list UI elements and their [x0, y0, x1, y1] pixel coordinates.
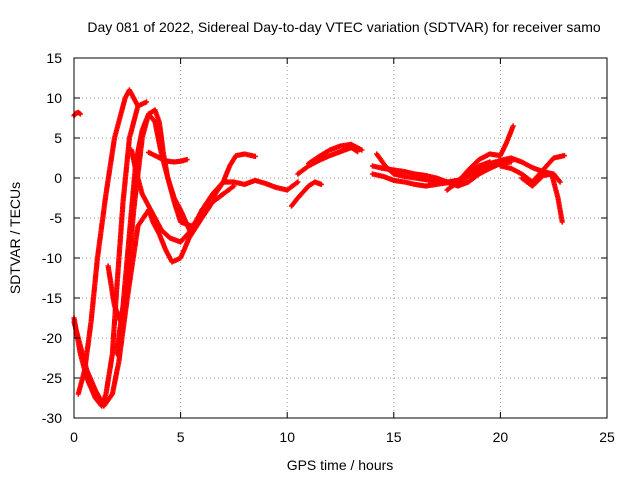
y-tick-label: -30: [42, 410, 62, 426]
data-point: [359, 147, 365, 153]
data-point: [252, 153, 258, 159]
series-pass-late-7: [519, 171, 565, 225]
series-pass-rise-1: [75, 87, 141, 397]
grid-lines: [74, 58, 607, 418]
y-tick-label: -10: [42, 250, 62, 266]
y-tick-label: -20: [42, 330, 62, 346]
axis-ticks: 0 5 10 15 20 25 -30 -25 -20 -15 -10 -5 0 5 10 15: [42, 50, 615, 445]
series-pass-rise-3: [114, 111, 237, 357]
y-tick-label: 10: [46, 90, 62, 106]
y-axis-title: SDTVAR / TECUs: [7, 182, 23, 294]
y-tick-label: -15: [42, 290, 62, 306]
series-pass-mid-5: [305, 141, 365, 167]
y-tick-label: 5: [54, 130, 62, 146]
x-tick-label: 5: [177, 429, 185, 445]
data-point: [510, 123, 516, 129]
data-point: [318, 181, 324, 187]
series-pass-plateau-1: [146, 149, 190, 165]
series-pass-mid-3: [288, 179, 324, 209]
series-pass-late-4: [444, 123, 516, 193]
x-tick-label: 0: [70, 429, 78, 445]
data-point: [143, 99, 150, 105]
data-points: [71, 87, 567, 409]
x-tick-label: 10: [279, 429, 295, 445]
plot-border: [73, 57, 608, 419]
data-point: [77, 111, 83, 117]
y-tick-label: -5: [50, 210, 63, 226]
y-tick-label: 0: [54, 170, 62, 186]
chart-title: Day 081 of 2022, Sidereal Day-to-day VTE…: [87, 19, 600, 35]
data-point: [561, 153, 567, 159]
x-axis-title: GPS time / hours: [287, 457, 394, 473]
data-point: [295, 179, 301, 185]
series-pass-early-spike: [71, 109, 83, 119]
y-tick-label: -25: [42, 370, 62, 386]
data-point: [559, 219, 565, 225]
series-pass-mid-2: [210, 151, 258, 201]
data-point: [557, 179, 563, 185]
y-tick-label: 15: [46, 50, 62, 66]
x-tick-label: 25: [599, 429, 615, 445]
x-tick-label: 20: [493, 429, 509, 445]
data-point: [184, 157, 190, 163]
x-tick-label: 15: [386, 429, 402, 445]
